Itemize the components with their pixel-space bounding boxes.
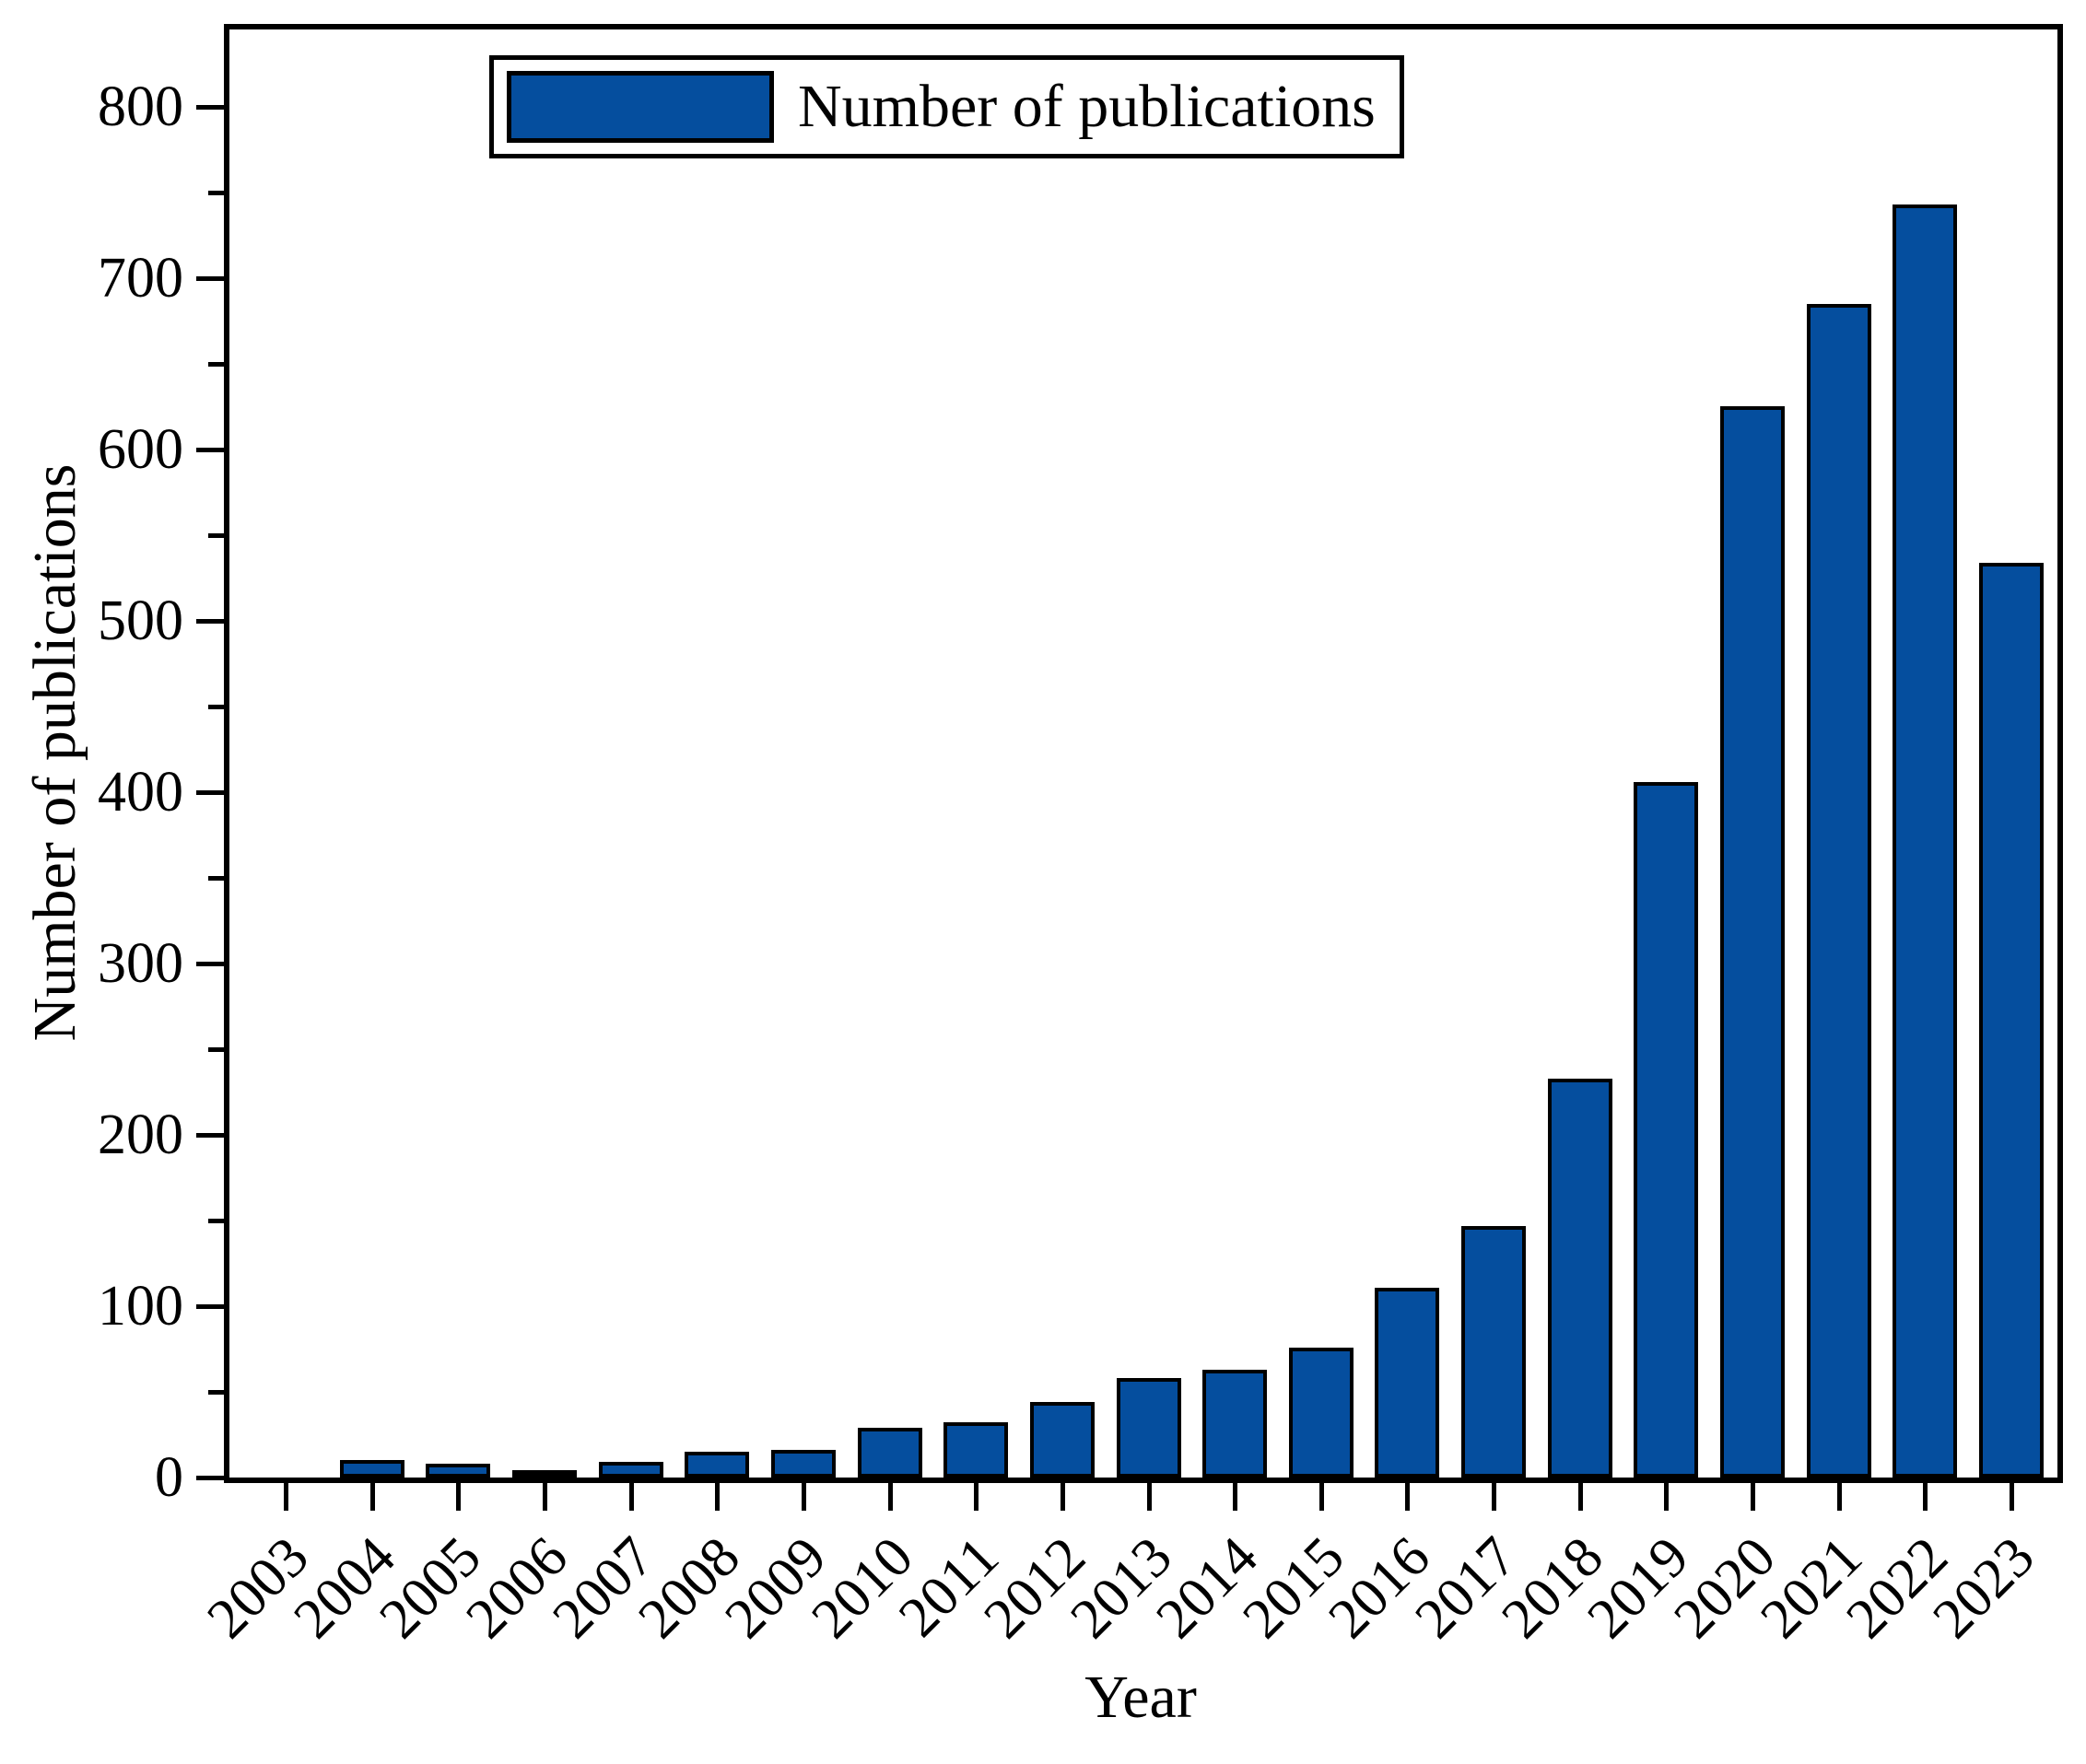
y-minor-tick <box>208 362 224 367</box>
bar-2014 <box>1202 1370 1267 1478</box>
y-minor-tick <box>208 1047 224 1052</box>
x-tick <box>2010 1483 2014 1511</box>
x-axis-title: Year <box>1084 1664 1197 1731</box>
bar-2012 <box>1030 1402 1095 1478</box>
bar-2015 <box>1289 1348 1354 1478</box>
y-tick-label: 100 <box>98 1275 183 1338</box>
y-minor-tick <box>208 876 224 881</box>
bar-2004 <box>340 1460 404 1478</box>
bar-2007 <box>599 1462 663 1478</box>
bar-2023 <box>1979 563 2044 1478</box>
plot-inner <box>229 29 2057 1478</box>
bar-2013 <box>1117 1378 1181 1478</box>
y-major-tick <box>196 276 224 281</box>
x-tick <box>1751 1483 1755 1511</box>
x-tick <box>1319 1483 1324 1511</box>
bar-2006 <box>512 1470 577 1478</box>
y-minor-tick <box>208 1390 224 1395</box>
x-tick <box>1233 1483 1237 1511</box>
y-tick-label: 200 <box>98 1104 183 1166</box>
y-tick-label: 600 <box>98 418 183 481</box>
y-major-tick <box>196 1133 224 1138</box>
legend-swatch-icon <box>507 71 774 143</box>
bar-2020 <box>1720 406 1785 1478</box>
x-tick <box>888 1483 893 1511</box>
x-tick <box>284 1483 288 1511</box>
plot-area: Number of publications <box>224 24 2063 1483</box>
legend: Number of publications <box>489 55 1404 158</box>
bar-2021 <box>1807 304 1871 1478</box>
x-tick <box>456 1483 461 1511</box>
x-tick <box>629 1483 634 1511</box>
x-tick-label: 2023 <box>1921 1525 2046 1651</box>
legend-label: Number of publications <box>798 73 1376 140</box>
y-tick-label: 500 <box>98 590 183 652</box>
bar-2019 <box>1634 782 1698 1478</box>
bar-2017 <box>1461 1226 1526 1478</box>
y-tick-label: 800 <box>98 76 183 138</box>
y-major-tick <box>196 962 224 966</box>
bar-2009 <box>771 1450 836 1478</box>
x-tick <box>715 1483 720 1511</box>
x-tick <box>1578 1483 1583 1511</box>
x-tick <box>802 1483 806 1511</box>
bar-2011 <box>943 1422 1008 1478</box>
bar-2008 <box>685 1452 749 1478</box>
y-tick-label: 700 <box>98 247 183 310</box>
y-tick-label: 0 <box>155 1446 183 1509</box>
bar-2016 <box>1375 1288 1439 1478</box>
y-major-tick <box>196 1304 224 1309</box>
x-tick <box>1147 1483 1152 1511</box>
x-tick <box>370 1483 375 1511</box>
x-tick <box>1837 1483 1842 1511</box>
x-tick <box>974 1483 979 1511</box>
y-minor-tick <box>208 533 224 538</box>
y-tick-label: 300 <box>98 932 183 995</box>
y-tick-label: 400 <box>98 761 183 824</box>
y-minor-tick <box>208 191 224 195</box>
x-tick <box>543 1483 547 1511</box>
x-tick <box>1492 1483 1496 1511</box>
bar-2022 <box>1893 204 1957 1478</box>
bar-2010 <box>858 1428 922 1478</box>
bar-2018 <box>1548 1079 1612 1478</box>
y-minor-tick <box>208 1219 224 1223</box>
y-major-tick <box>196 448 224 452</box>
bar-2005 <box>426 1464 490 1478</box>
y-major-tick <box>196 1476 224 1480</box>
x-tick <box>1405 1483 1410 1511</box>
x-tick <box>1664 1483 1669 1511</box>
x-tick <box>1061 1483 1065 1511</box>
y-major-tick <box>196 105 224 110</box>
y-minor-tick <box>208 705 224 709</box>
y-major-tick <box>196 790 224 795</box>
y-major-tick <box>196 619 224 624</box>
x-tick <box>1923 1483 1928 1511</box>
